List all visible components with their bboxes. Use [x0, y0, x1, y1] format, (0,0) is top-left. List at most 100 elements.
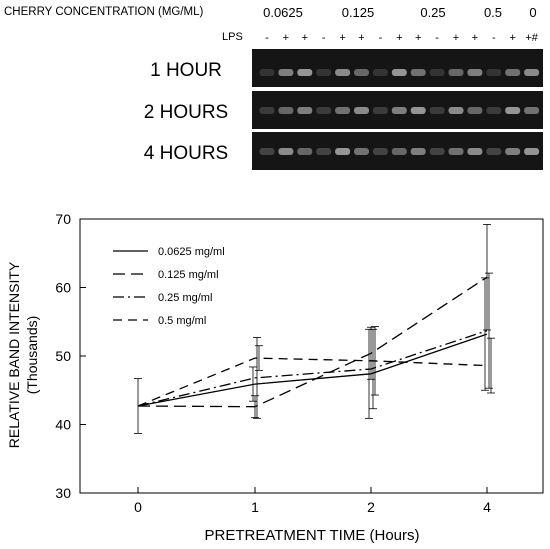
y-axis-sublabel: (Thousands) — [24, 316, 40, 395]
gel-band — [316, 107, 332, 114]
gel-band — [410, 69, 426, 76]
error-bar — [134, 378, 142, 434]
gel-band — [316, 69, 332, 76]
gel-band — [486, 148, 502, 155]
gel-strip — [252, 49, 543, 87]
legend-item: 0.125 mg/ml — [113, 269, 219, 281]
error-bar — [253, 337, 261, 419]
error-bar — [485, 272, 493, 389]
lps-mark: + — [509, 32, 515, 44]
gel-band — [467, 148, 483, 155]
gel-band — [410, 148, 426, 155]
legend-label: 0.25 mg/ml — [158, 292, 212, 304]
gel-band — [335, 69, 351, 76]
concentration-value: 0.25 — [420, 5, 445, 20]
series-group — [137, 276, 488, 408]
gel-band — [354, 107, 369, 114]
error-bar — [481, 277, 489, 391]
gel-band — [524, 148, 540, 155]
legend-label: 0.5 mg/ml — [158, 315, 206, 327]
concentration-value: 0.5 — [484, 5, 502, 20]
gel-band — [505, 69, 521, 76]
concentration-values: 0.0625 0.125 0.25 0.5 0 — [263, 5, 537, 20]
x-tick-label: 4 — [483, 499, 491, 515]
legend-label: 0.125 mg/ml — [158, 269, 219, 281]
gel-rows: 1 HOUR 2 HOURS 4 HOURS — [144, 49, 543, 170]
error-bar — [371, 326, 379, 396]
gel-band — [278, 69, 294, 76]
x-tick-label: 0 — [134, 499, 142, 515]
gel-band — [297, 69, 313, 76]
legend-item: 0.0625 mg/ml — [113, 246, 225, 258]
gel-panel: CHERRY CONCENTRATION (MG/ML) 0.0625 0.125… — [4, 5, 543, 170]
gel-band — [429, 69, 445, 76]
legend-item: 0.5 mg/ml — [113, 315, 206, 327]
lps-mark: - — [265, 32, 269, 44]
gel-band — [391, 69, 407, 76]
gel-band — [372, 148, 388, 155]
x-tick-label: 2 — [367, 499, 375, 515]
gel-band — [278, 107, 294, 114]
gel-band — [354, 69, 369, 76]
gel-band — [335, 148, 351, 155]
concentration-value: 0.0625 — [263, 5, 303, 20]
gel-band — [354, 148, 369, 155]
gel-band — [448, 107, 464, 114]
gel-band — [486, 107, 502, 114]
lps-mark: - — [492, 32, 496, 44]
y-axis: 30 40 50 60 70 — [55, 211, 86, 501]
gel-strip — [252, 132, 543, 170]
gel-band — [410, 107, 426, 114]
legend: 0.0625 mg/ml 0.125 mg/ml 0.25 mg/ml 0.5 mg/… — [113, 246, 225, 327]
error-bar — [483, 224, 491, 331]
y-tick-label: 40 — [55, 417, 71, 433]
x-axis-label: PRETREATMENT TIME (Hours) — [204, 527, 419, 544]
y-tick-label: 70 — [55, 211, 71, 227]
series-line — [137, 276, 488, 408]
gel-band — [448, 69, 464, 76]
error-bar — [367, 326, 375, 380]
gel-row-label: 1 HOUR — [150, 60, 222, 81]
error-bar — [255, 345, 263, 371]
lps-mark: - — [322, 32, 326, 44]
y-tick-label: 60 — [55, 280, 71, 296]
gel-band — [259, 107, 275, 114]
gel-band — [391, 148, 407, 155]
error-bar — [487, 337, 495, 394]
lps-marks: - + + - + + - + + - + + - + +# — [265, 32, 539, 44]
lps-mark: - — [379, 32, 383, 44]
error-bar — [251, 395, 259, 419]
gel-band — [297, 148, 313, 155]
gel-band — [429, 107, 445, 114]
gel-band — [259, 148, 275, 155]
lps-mark: + — [339, 32, 345, 44]
gel-band — [316, 148, 332, 155]
lps-mark: + — [472, 32, 478, 44]
gel-band — [467, 69, 483, 76]
lps-mark: +# — [525, 32, 538, 44]
lps-mark: + — [302, 32, 308, 44]
gel-band — [429, 148, 445, 155]
gel-band — [297, 107, 313, 114]
gel-band — [486, 69, 502, 76]
gel-band — [391, 107, 407, 114]
gel-band — [372, 107, 388, 114]
gel-row-label: 4 HOURS — [144, 143, 228, 164]
error-bar — [369, 328, 377, 410]
gel-band — [467, 107, 483, 114]
gel-band — [335, 107, 351, 114]
series-line — [137, 330, 488, 407]
concentration-label: CHERRY CONCENTRATION (MG/ML) — [4, 6, 204, 18]
lps-mark: + — [283, 32, 289, 44]
plot-frame — [79, 218, 544, 494]
series-line — [137, 333, 488, 407]
gel-band — [448, 148, 464, 155]
concentration-value: 0 — [529, 5, 536, 20]
gel-band — [505, 148, 521, 155]
x-tick-label: 1 — [251, 499, 259, 515]
gel-band — [524, 107, 540, 114]
lps-mark: - — [435, 32, 439, 44]
y-tick-label: 30 — [55, 485, 71, 501]
